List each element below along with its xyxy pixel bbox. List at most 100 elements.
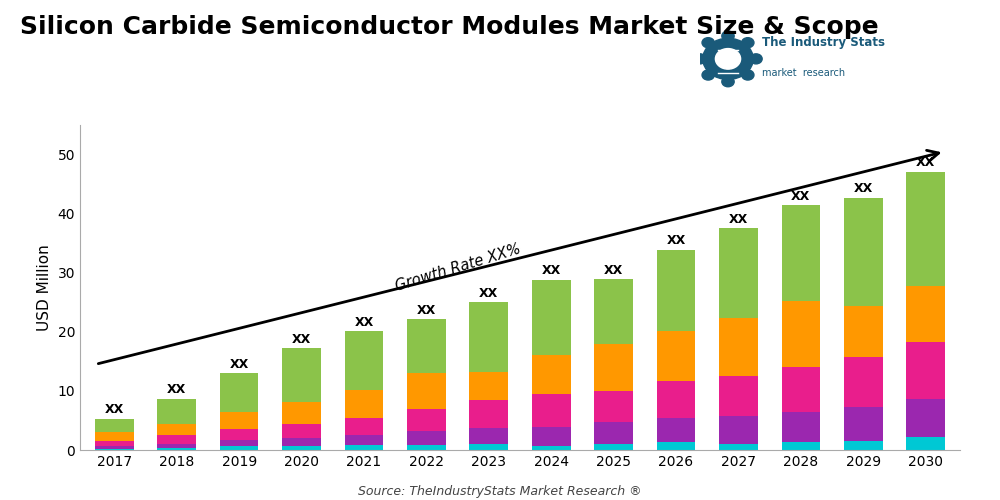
Bar <box>220 428 258 440</box>
Text: XX: XX <box>729 213 748 226</box>
Bar <box>95 418 134 432</box>
Y-axis label: USD Million: USD Million <box>37 244 52 331</box>
Bar <box>657 381 695 418</box>
Bar <box>220 446 258 450</box>
Text: Source: TheIndustryStats Market Research ®: Source: TheIndustryStats Market Research… <box>358 485 642 498</box>
Bar <box>906 286 945 343</box>
Circle shape <box>702 70 714 80</box>
Bar <box>657 330 695 381</box>
Bar <box>594 391 633 422</box>
Bar <box>469 400 508 427</box>
Bar <box>532 427 571 446</box>
Bar <box>407 320 446 372</box>
Bar <box>906 437 945 450</box>
Bar <box>532 355 571 394</box>
Bar <box>844 198 883 306</box>
Circle shape <box>722 76 734 86</box>
Bar <box>719 318 758 376</box>
Bar <box>282 424 321 438</box>
Text: XX: XX <box>916 156 935 170</box>
Bar <box>282 446 321 450</box>
Bar <box>844 306 883 356</box>
Text: XX: XX <box>791 190 810 203</box>
Bar <box>782 442 820 450</box>
Circle shape <box>722 31 734 41</box>
Bar <box>719 444 758 450</box>
Circle shape <box>715 48 741 69</box>
Bar <box>594 422 633 444</box>
Circle shape <box>742 70 754 80</box>
Bar <box>220 373 258 412</box>
Text: XX: XX <box>354 316 374 329</box>
Text: XX: XX <box>167 383 186 396</box>
Bar <box>220 412 258 428</box>
Bar <box>844 356 883 407</box>
Text: XX: XX <box>105 404 124 416</box>
Bar <box>157 424 196 435</box>
Bar <box>157 398 196 424</box>
Bar <box>95 446 134 448</box>
Circle shape <box>742 38 754 48</box>
Bar <box>282 348 321 402</box>
Bar <box>345 434 383 446</box>
Bar <box>906 398 945 437</box>
Bar <box>157 435 196 444</box>
Text: Silicon Carbide Semiconductor Modules Market Size & Scope: Silicon Carbide Semiconductor Modules Ma… <box>20 15 879 39</box>
Bar <box>594 344 633 391</box>
Text: XX: XX <box>417 304 436 317</box>
Bar <box>906 342 945 398</box>
Bar <box>282 402 321 424</box>
Bar <box>157 448 196 450</box>
Circle shape <box>750 54 762 64</box>
Text: XX: XX <box>854 182 873 196</box>
Bar <box>345 446 383 450</box>
Circle shape <box>703 38 753 80</box>
Bar <box>282 438 321 446</box>
Text: XX: XX <box>542 264 561 278</box>
Bar <box>594 444 633 450</box>
Bar <box>782 412 820 442</box>
Bar <box>407 408 446 431</box>
Bar <box>719 228 758 318</box>
Bar <box>532 446 571 450</box>
Bar <box>657 250 695 330</box>
Bar <box>657 442 695 450</box>
Bar <box>345 390 383 418</box>
Bar <box>345 418 383 434</box>
Text: XX: XX <box>292 333 311 346</box>
Text: XX: XX <box>666 234 686 248</box>
Circle shape <box>702 38 714 48</box>
Bar <box>95 440 134 446</box>
Bar <box>782 300 820 368</box>
Bar <box>469 428 508 444</box>
Bar <box>594 279 633 344</box>
Circle shape <box>694 54 706 64</box>
Bar <box>407 431 446 444</box>
Text: Growth Rate XX%: Growth Rate XX% <box>393 241 522 294</box>
Text: XX: XX <box>479 287 498 300</box>
Bar <box>469 444 508 450</box>
Bar <box>220 440 258 446</box>
Bar <box>157 444 196 448</box>
Bar <box>782 206 820 300</box>
Text: XX: XX <box>604 264 623 277</box>
Bar <box>532 394 571 427</box>
Bar <box>719 416 758 444</box>
Bar <box>657 418 695 442</box>
Bar <box>95 448 134 450</box>
Text: The Industry Stats: The Industry Stats <box>762 36 885 50</box>
Bar <box>719 376 758 416</box>
Bar <box>782 368 820 412</box>
Text: market  research: market research <box>762 68 845 78</box>
Text: XX: XX <box>230 358 249 371</box>
Bar <box>95 432 134 440</box>
Bar <box>407 444 446 450</box>
Bar <box>469 302 508 372</box>
Bar <box>906 172 945 286</box>
Bar <box>469 372 508 400</box>
Bar <box>345 331 383 390</box>
Bar <box>407 372 446 408</box>
Bar <box>532 280 571 355</box>
Bar <box>844 407 883 440</box>
Bar <box>844 440 883 450</box>
